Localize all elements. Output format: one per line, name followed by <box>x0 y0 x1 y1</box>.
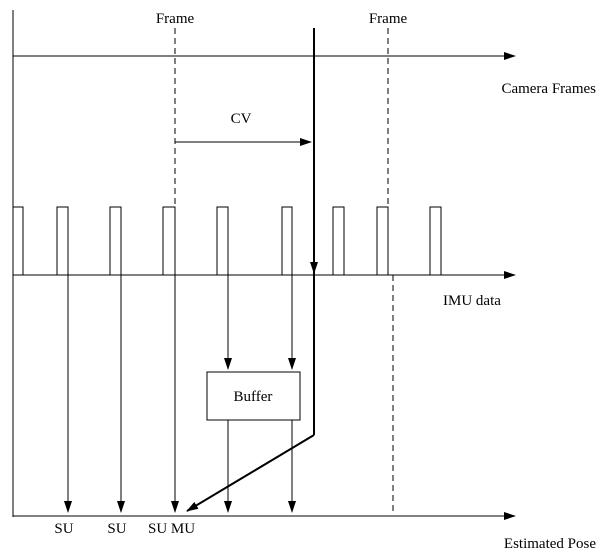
mu-arrow <box>186 434 315 512</box>
imu-pulse <box>376 206 389 275</box>
imu-pulse <box>281 206 293 275</box>
imu-pulse <box>429 206 442 275</box>
update-label: SU <box>54 521 73 537</box>
imu-pulse <box>216 206 229 275</box>
imu-pulse <box>12 206 24 275</box>
frame-label: Frame <box>369 11 408 27</box>
imu-pulse <box>56 206 69 275</box>
imu-pulse <box>332 206 345 275</box>
axis-label: Estimated Pose <box>504 536 596 551</box>
imu-pulse <box>162 206 176 275</box>
frame-label: Frame <box>156 11 195 27</box>
update-label: SU MU <box>148 521 195 537</box>
buffer-box <box>206 371 301 421</box>
axis-label: Camera Frames <box>501 81 596 97</box>
axes <box>12 10 516 520</box>
imu-pulse <box>109 206 122 275</box>
frame-lines <box>174 28 394 515</box>
buffer-label: Buffer <box>234 389 273 405</box>
update-label: SU <box>107 521 126 537</box>
axis-label: IMU data <box>443 293 501 309</box>
cv-label: CV <box>231 111 252 127</box>
